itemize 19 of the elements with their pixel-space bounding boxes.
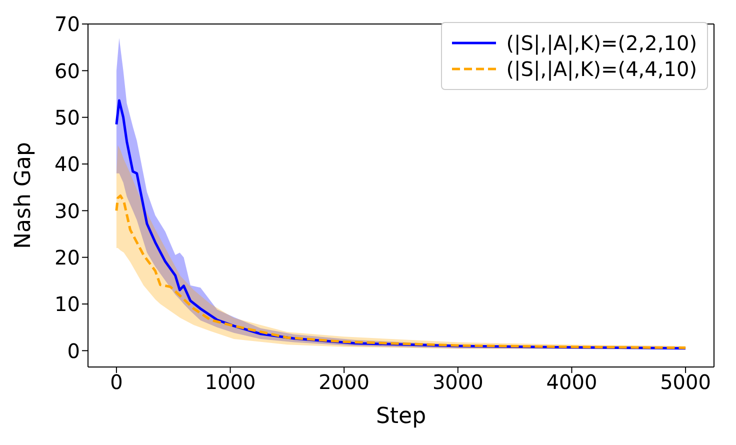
- x-tick-label: 2000: [318, 370, 370, 394]
- y-tick-label: 60: [54, 58, 80, 83]
- y-axis-title: Nash Gap: [10, 142, 36, 249]
- y-tick-label: 0: [67, 338, 80, 363]
- line-series: [115, 194, 687, 350]
- y-tick-label: 10: [54, 292, 80, 316]
- y-tick-label: 50: [54, 105, 80, 130]
- y-tick-label: 70: [54, 12, 80, 36]
- legend-label: (|S|,|A|,K)=(4,4,10): [506, 57, 697, 81]
- x-tick-label: 4000: [546, 370, 598, 394]
- y-tick-label: 30: [54, 198, 80, 223]
- x-tick-label: 5000: [660, 370, 711, 394]
- y-tick-label: 20: [54, 245, 80, 270]
- y-tick-label: 40: [54, 152, 80, 176]
- x-tick-label: 1000: [204, 370, 256, 394]
- x-tick-label: 0: [110, 370, 123, 394]
- x-axis-title: Step: [376, 404, 426, 429]
- x-tick-label: 3000: [432, 370, 484, 394]
- legend-label: (|S|,|A|,K)=(2,2,10): [506, 31, 697, 55]
